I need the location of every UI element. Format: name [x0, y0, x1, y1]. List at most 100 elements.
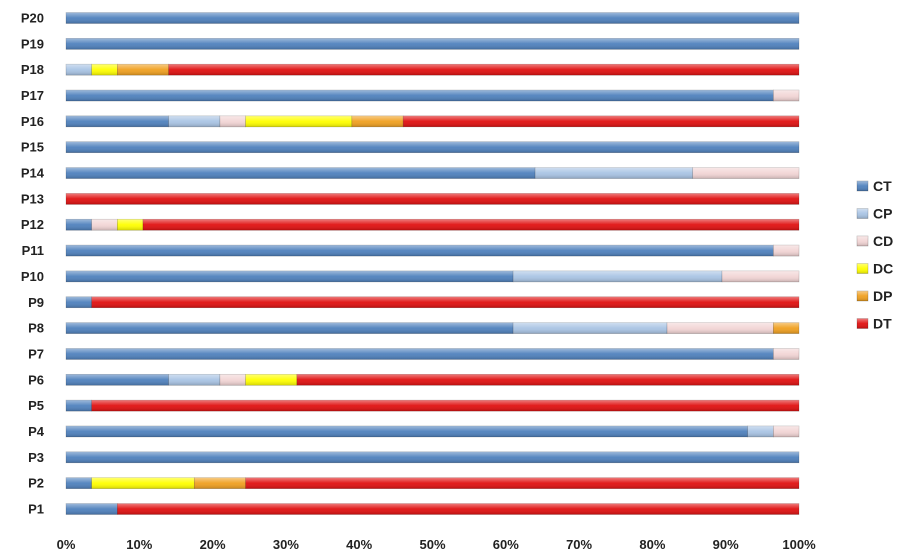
y-tick-label: P15 — [21, 140, 44, 155]
legend-swatch-shine — [857, 208, 868, 219]
x-tick-label: 100% — [782, 537, 816, 552]
y-tick-label: P14 — [21, 166, 45, 181]
bar-segment-p6-dt — [296, 373, 800, 386]
bar-segment-p1-ct — [65, 503, 118, 515]
y-tick-label: P16 — [21, 114, 44, 129]
bar-segment-p6-cd — [219, 373, 246, 386]
bar-segment-p20-ct — [65, 12, 800, 24]
x-axis-tick-labels: 0% 10% 20% 30% 40% 50% 60% 70% 80% 90% 100% — [57, 537, 816, 552]
bar-segment-p18-dp — [117, 63, 169, 76]
bar-segment-p5-dt — [91, 399, 800, 412]
bar-segment-p7-ct — [65, 348, 774, 360]
bar-segment-p8-cp — [512, 322, 668, 334]
bar-segment-p8-cd — [666, 322, 774, 334]
bar-segment-p11-cd — [773, 244, 800, 257]
bar-segment-p10-ct — [65, 270, 514, 283]
y-tick-label: P1 — [28, 502, 44, 517]
y-tick-label: P11 — [22, 243, 44, 258]
bar-segment-p14-ct — [65, 167, 536, 179]
bar-segment-p17-cd — [773, 89, 800, 102]
y-tick-label: P7 — [28, 346, 44, 361]
bar-segment-p8-ct — [65, 322, 514, 334]
bar-segment-p2-dp — [193, 477, 246, 489]
bar-segment-p6-dc — [245, 373, 298, 386]
legend-label-dt: DT — [873, 316, 892, 332]
y-tick-label: P9 — [28, 295, 44, 310]
bar-segment-p9-ct — [65, 296, 92, 309]
y-axis-tick-labels: P1 P2 P3 P4 P5 P6 P7 P8 P9 P10 P11 P12 P13 P14 P15 P16 P… — [21, 11, 45, 517]
bar-segment-p5-ct — [65, 399, 92, 412]
y-tick-label: P8 — [28, 321, 44, 336]
y-tick-label: P5 — [28, 398, 44, 413]
legend-swatch-shine — [857, 263, 868, 274]
legend-swatch-shine — [857, 181, 868, 191]
x-tick-label: 40% — [346, 537, 372, 552]
bar-segment-p7-cd — [773, 348, 800, 360]
bar-segment-p16-dp — [351, 115, 404, 128]
bar-segment-p4-cd — [773, 425, 800, 438]
bar-segment-p10-cp — [512, 270, 723, 283]
y-tick-label: P4 — [28, 424, 45, 439]
bar-segment-p2-dt — [245, 477, 800, 489]
y-tick-label: P12 — [21, 217, 44, 232]
bar-segment-p13-dt — [65, 193, 800, 205]
x-tick-label: 60% — [493, 537, 519, 552]
legend-swatch-shine — [857, 236, 868, 246]
bar-segment-p6-ct — [65, 373, 169, 386]
bar-segment-p16-cd — [219, 115, 246, 128]
bar-segment-p16-dc — [245, 115, 353, 128]
bar-segment-p12-ct — [65, 218, 92, 231]
y-tick-label: P2 — [28, 476, 44, 491]
x-tick-label: 80% — [639, 537, 665, 552]
x-tick-label: 10% — [126, 537, 152, 552]
bar-segment-p16-cp — [168, 115, 221, 128]
bar-segment-p2-ct — [65, 477, 92, 489]
bar-segment-p1-dt — [117, 503, 800, 515]
bar-segment-p14-cp — [534, 167, 694, 179]
y-tick-label: P20 — [21, 11, 44, 26]
bars-group — [65, 12, 800, 515]
y-tick-label: P18 — [21, 62, 44, 77]
bar-segment-p12-dc — [117, 218, 144, 231]
bar-segment-p16-dt — [402, 115, 800, 128]
y-tick-label: P19 — [21, 36, 44, 51]
x-tick-label: 90% — [713, 537, 739, 552]
x-tick-label: 0% — [57, 537, 76, 552]
bar-segment-p12-dt — [142, 218, 800, 231]
y-tick-label: P3 — [28, 450, 44, 465]
x-tick-label: 20% — [200, 537, 226, 552]
bar-segment-p16-ct — [65, 115, 169, 128]
y-tick-label: P10 — [21, 269, 44, 284]
x-tick-label: 50% — [419, 537, 445, 552]
bar-segment-p11-ct — [65, 244, 774, 257]
legend-label-cp: CP — [873, 206, 892, 222]
bar-segment-p19-ct — [65, 38, 800, 50]
bar-segment-p12-cd — [91, 218, 118, 231]
bar-segment-p18-dt — [168, 63, 800, 76]
bar-segment-p18-cp — [65, 63, 92, 76]
legend-label-dc: DC — [873, 261, 893, 277]
bar-segment-p15-ct — [65, 141, 800, 154]
bar-segment-p4-ct — [65, 425, 748, 438]
y-tick-label: P6 — [28, 372, 44, 387]
legend-swatch-shine — [857, 291, 868, 301]
x-tick-label: 30% — [273, 537, 299, 552]
x-tick-label: 70% — [566, 537, 592, 552]
bar-segment-p2-dc — [91, 477, 195, 489]
bar-segment-p8-dp — [773, 322, 800, 334]
legend-label-cd: CD — [873, 233, 893, 249]
bar-segment-p17-ct — [65, 89, 774, 102]
bar-segment-p3-ct — [65, 451, 800, 464]
legend-label-dp: DP — [873, 288, 892, 304]
bar-segment-p9-dt — [91, 296, 800, 309]
y-tick-label: P17 — [21, 88, 44, 103]
legend-swatch-shine — [857, 318, 868, 329]
bar-segment-p4-cp — [747, 425, 774, 438]
bar-segment-p10-cd — [721, 270, 800, 283]
bar-segment-p6-cp — [168, 373, 221, 386]
bar-segment-p14-cd — [692, 167, 800, 179]
legend-label-ct: CT — [873, 178, 892, 194]
y-tick-label: P13 — [21, 191, 44, 206]
bar-segment-p18-dc — [91, 63, 118, 76]
